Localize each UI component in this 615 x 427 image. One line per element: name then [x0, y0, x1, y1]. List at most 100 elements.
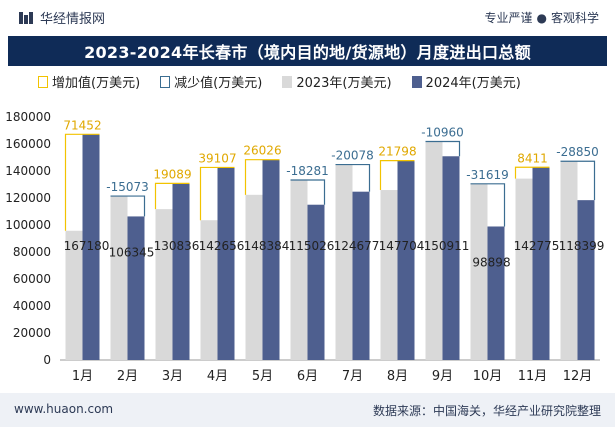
- difference-label: -28850: [556, 145, 599, 159]
- y-tick-label: 0: [43, 353, 51, 367]
- decrease-bracket: [335, 163, 371, 192]
- decrease-bracket: [290, 179, 326, 205]
- bar-2024: [577, 200, 595, 360]
- bar-2023: [290, 180, 308, 360]
- legend-item-decrease: 减少值(万美元): [160, 72, 262, 91]
- brand: 华经情报网: [18, 8, 105, 27]
- x-tick-label: 11月: [518, 369, 548, 384]
- y-tick-label: 40000: [13, 299, 51, 313]
- value-label-2024: 147704: [379, 239, 425, 253]
- footer: www.huaon.com 数据来源：中国海关，华经产业研究院整理: [0, 393, 615, 427]
- x-tick-label: 2月: [117, 369, 138, 384]
- bar-2024: [307, 204, 325, 360]
- value-label-2024: 118399: [559, 239, 605, 253]
- value-label-2024: 115026: [289, 239, 335, 253]
- value-label-2024: 98898: [472, 255, 510, 269]
- y-tick-label: 60000: [13, 272, 51, 286]
- bar-2024: [532, 167, 550, 360]
- value-label-2024: 106345: [109, 245, 155, 259]
- increase-bracket: [199, 166, 235, 221]
- bar-2023: [380, 190, 398, 360]
- legend-item-2024: 2024年(万美元): [411, 72, 521, 91]
- legend-swatch-increase: [38, 75, 48, 88]
- decrease-bracket: [110, 195, 146, 217]
- x-tick-label: 6月: [297, 369, 318, 384]
- bar-chart: 0 20000 40000 60000 80000 100000 120000 140000 1…: [5, 110, 605, 384]
- x-tick-label: 8月: [387, 369, 408, 384]
- difference-label: -15073: [106, 180, 149, 194]
- y-tick-label: 80000: [13, 245, 51, 259]
- bar-2023: [515, 178, 533, 360]
- difference-label: -18281: [286, 164, 329, 178]
- bar-2024: [352, 191, 370, 360]
- x-tick-label: 12月: [563, 369, 593, 384]
- x-tick-label: 3月: [162, 369, 183, 384]
- value-label-2024: 150911: [424, 239, 470, 253]
- decrease-bracket: [425, 140, 461, 157]
- bar-2024: [442, 156, 460, 360]
- bar-2023: [245, 194, 263, 360]
- bar-2024: [127, 216, 145, 360]
- brand-logo-icon: [19, 11, 33, 24]
- bar-2023: [155, 209, 173, 360]
- tagline-part-2: 客观科学: [550, 11, 599, 25]
- decrease-bracket: [560, 160, 596, 201]
- bar-2024: [262, 159, 280, 360]
- value-label-2024: 130836: [154, 239, 200, 253]
- tagline: 专业严谨 ● 客观科学: [484, 9, 599, 26]
- x-tick-label: 9月: [432, 369, 453, 384]
- footer-source: 数据来源：中国海关，华经产业研究院整理: [372, 404, 601, 418]
- x-tick-label: 5月: [252, 369, 273, 384]
- increase-bracket: [379, 159, 415, 191]
- x-tick-label: 1月: [72, 369, 93, 384]
- bar-2023: [470, 183, 488, 360]
- x-tick-label: 7月: [342, 369, 363, 384]
- bar-2024: [217, 167, 235, 360]
- bar-2024: [172, 183, 190, 360]
- difference-label: 26026: [243, 144, 281, 158]
- title-bar: 2023-2024年长春市（境内目的地/货源地）月度进出口总额: [8, 36, 607, 66]
- value-label-2024: 142656: [199, 239, 245, 253]
- y-tick-label: 100000: [5, 218, 51, 232]
- tagline-separator: ●: [536, 10, 547, 25]
- difference-label: -31619: [466, 168, 509, 182]
- legend-label-increase: 增加值(万美元): [52, 76, 141, 91]
- value-label-2024: 167180: [64, 239, 110, 253]
- increase-bracket: [64, 133, 100, 231]
- legend-label-2023: 2023年(万美元): [296, 76, 392, 91]
- brand-name: 华经情报网: [40, 12, 106, 27]
- bar-2023: [425, 141, 443, 360]
- top-bar: 华经情报网 专业严谨 ● 客观科学: [0, 0, 615, 34]
- bar-2023: [65, 230, 83, 360]
- value-label-2024: 148384: [244, 239, 290, 253]
- difference-label: 8411: [517, 151, 548, 165]
- bar-2023: [560, 161, 578, 360]
- legend-swatch-2024: [411, 75, 422, 88]
- legend: 增加值(万美元) 减少值(万美元) 2023年(万美元) 2024年(万美元): [38, 72, 521, 91]
- difference-label: 71452: [63, 118, 101, 132]
- chart-title: 2023-2024年长春市（境内目的地/货源地）月度进出口总额: [84, 43, 531, 62]
- y-tick-label: 140000: [5, 164, 51, 178]
- legend-label-2024: 2024年(万美元): [425, 76, 521, 91]
- tagline-part-1: 专业严谨: [484, 11, 533, 25]
- decrease-bracket: [470, 183, 506, 227]
- value-label-2024: 124677: [334, 239, 380, 253]
- legend-swatch-decrease: [160, 75, 171, 88]
- bar-2023: [200, 220, 218, 360]
- increase-bracket: [514, 166, 550, 179]
- y-tick-label: 120000: [5, 191, 51, 205]
- difference-label: -20078: [331, 149, 374, 163]
- value-label-2024: 142775: [514, 239, 560, 253]
- bar-2023: [110, 196, 128, 360]
- bar-2024: [82, 134, 100, 360]
- increase-bracket: [154, 182, 190, 210]
- legend-swatch-2023: [282, 75, 293, 88]
- footer-website: www.huaon.com: [14, 402, 114, 416]
- difference-label: 19089: [153, 167, 191, 181]
- difference-label: -10960: [421, 125, 464, 139]
- difference-label: 39107: [198, 151, 236, 165]
- legend-item-2023: 2023年(万美元): [282, 72, 392, 91]
- increase-bracket: [244, 159, 280, 195]
- x-tick-label: 4月: [207, 369, 228, 384]
